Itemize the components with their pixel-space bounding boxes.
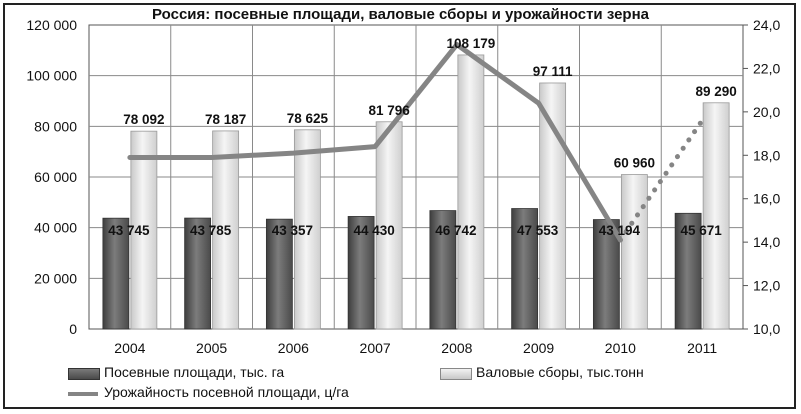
- x-tick-label: 2011: [687, 340, 717, 356]
- bar-harvest: [702, 102, 730, 330]
- data-label-harvest: 78 092: [123, 112, 164, 127]
- bar-area: [592, 219, 620, 330]
- x-tick-label: 2005: [196, 340, 227, 356]
- y-right-tick-label: 12,0: [753, 278, 780, 294]
- bar-area: [347, 216, 375, 330]
- y-right-tick-label: 20,0: [753, 104, 780, 120]
- x-tick-label: 2004: [114, 340, 145, 356]
- data-label-harvest: 97 111: [533, 64, 573, 79]
- y-left-tick-label: 60 000: [34, 169, 77, 185]
- y-right-tick-label: 18,0: [753, 147, 780, 163]
- y-right-tick-label: 16,0: [753, 191, 780, 207]
- data-label-area: 45 671: [680, 223, 722, 238]
- y-left-tick-label: 80 000: [34, 118, 77, 134]
- data-label-area: 47 553: [517, 223, 559, 238]
- bar-area: [102, 217, 130, 330]
- y-left-tick-label: 0: [69, 321, 77, 337]
- x-tick-label: 2009: [523, 340, 554, 356]
- legend-swatch-area: [68, 368, 100, 380]
- y-right-tick-label: 22,0: [753, 60, 780, 76]
- bar-area: [184, 217, 212, 330]
- bar-harvest: [212, 130, 240, 330]
- data-label-harvest: 108 179: [446, 36, 495, 51]
- data-label-harvest: 81 796: [368, 103, 410, 118]
- data-label-area: 43 357: [272, 223, 313, 238]
- legend-swatch-yield: [68, 392, 98, 396]
- x-tick-label: 2006: [278, 340, 309, 356]
- bar-harvest: [293, 129, 321, 330]
- bar-area: [674, 212, 702, 330]
- legend-label-harvest: Валовые сборы, тыс.тонн: [476, 364, 644, 380]
- legend-swatch-harvest: [440, 368, 472, 380]
- bar-harvest: [457, 54, 485, 330]
- y-left-tick-label: 40 000: [34, 220, 77, 236]
- y-left-tick-label: 20 000: [34, 270, 77, 286]
- x-tick-label: 2007: [360, 340, 391, 356]
- bar-harvest: [130, 130, 158, 330]
- data-label-area: 43 785: [190, 223, 232, 238]
- data-label-harvest: 78 187: [205, 112, 246, 127]
- legend-label-area: Посевные площади, тыс. га: [104, 364, 285, 380]
- chart-title: Россия: посевные площади, валовые сборы …: [152, 6, 649, 23]
- data-label-area: 44 430: [353, 223, 394, 238]
- bar-harvest: [539, 82, 567, 330]
- bar-harvest: [375, 121, 403, 330]
- y-right-tick-label: 10,0: [753, 321, 780, 337]
- x-tick-label: 2010: [605, 340, 636, 356]
- y-left-tick-label: 120 000: [26, 17, 77, 33]
- data-label-harvest: 89 290: [695, 84, 736, 99]
- bar-area: [429, 210, 457, 330]
- bar-area: [265, 218, 293, 330]
- y-right-tick-label: 14,0: [753, 234, 780, 250]
- x-tick-label: 2008: [441, 340, 472, 356]
- data-label-harvest: 60 960: [614, 156, 655, 171]
- yield-line-dotted: [617, 118, 705, 243]
- data-label-harvest: 78 625: [287, 111, 329, 126]
- data-label-area: 46 742: [435, 223, 476, 238]
- bar-harvest: [620, 174, 648, 330]
- data-label-area: 43 745: [108, 223, 150, 238]
- legend-label-yield: Урожайность посевной площади, ц/га: [104, 384, 349, 400]
- bar-area: [511, 208, 539, 330]
- y-right-tick-label: 24,0: [753, 17, 780, 33]
- y-left-tick-label: 100 000: [26, 68, 77, 84]
- data-label-area: 43 194: [599, 223, 641, 238]
